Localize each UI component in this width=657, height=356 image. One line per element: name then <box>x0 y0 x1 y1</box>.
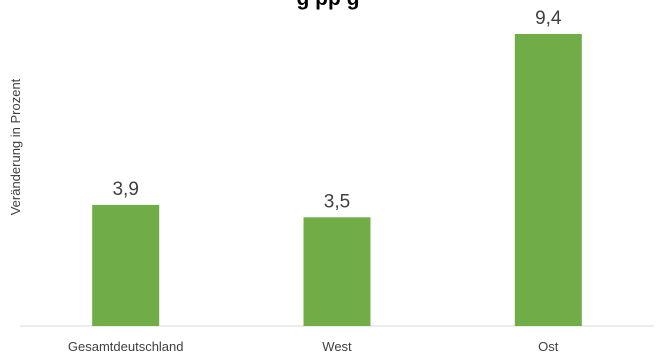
chart-title-fragment: g pp g <box>297 0 360 10</box>
data-label-gesamtdeutschland: 3,9 <box>112 179 138 200</box>
bars-group <box>92 34 582 326</box>
x-tick-label-west: West <box>322 339 352 354</box>
bar-west <box>303 217 371 326</box>
x-tick-label-ost: Ost <box>538 339 559 354</box>
bar-ost <box>514 34 582 326</box>
data-label-west: 3,5 <box>324 191 350 212</box>
bar-gesamtdeutschland <box>92 204 160 326</box>
data-label-ost: 9,4 <box>535 8 562 29</box>
x-tick-label-gesamtdeutschland: Gesamtdeutschland <box>68 339 184 354</box>
data-labels-group: 3,9 3,5 9,4 <box>112 8 561 212</box>
x-tick-labels-group: Gesamtdeutschland West Ost <box>68 339 559 354</box>
y-axis-label: Veränderung in Prozent <box>8 78 23 215</box>
